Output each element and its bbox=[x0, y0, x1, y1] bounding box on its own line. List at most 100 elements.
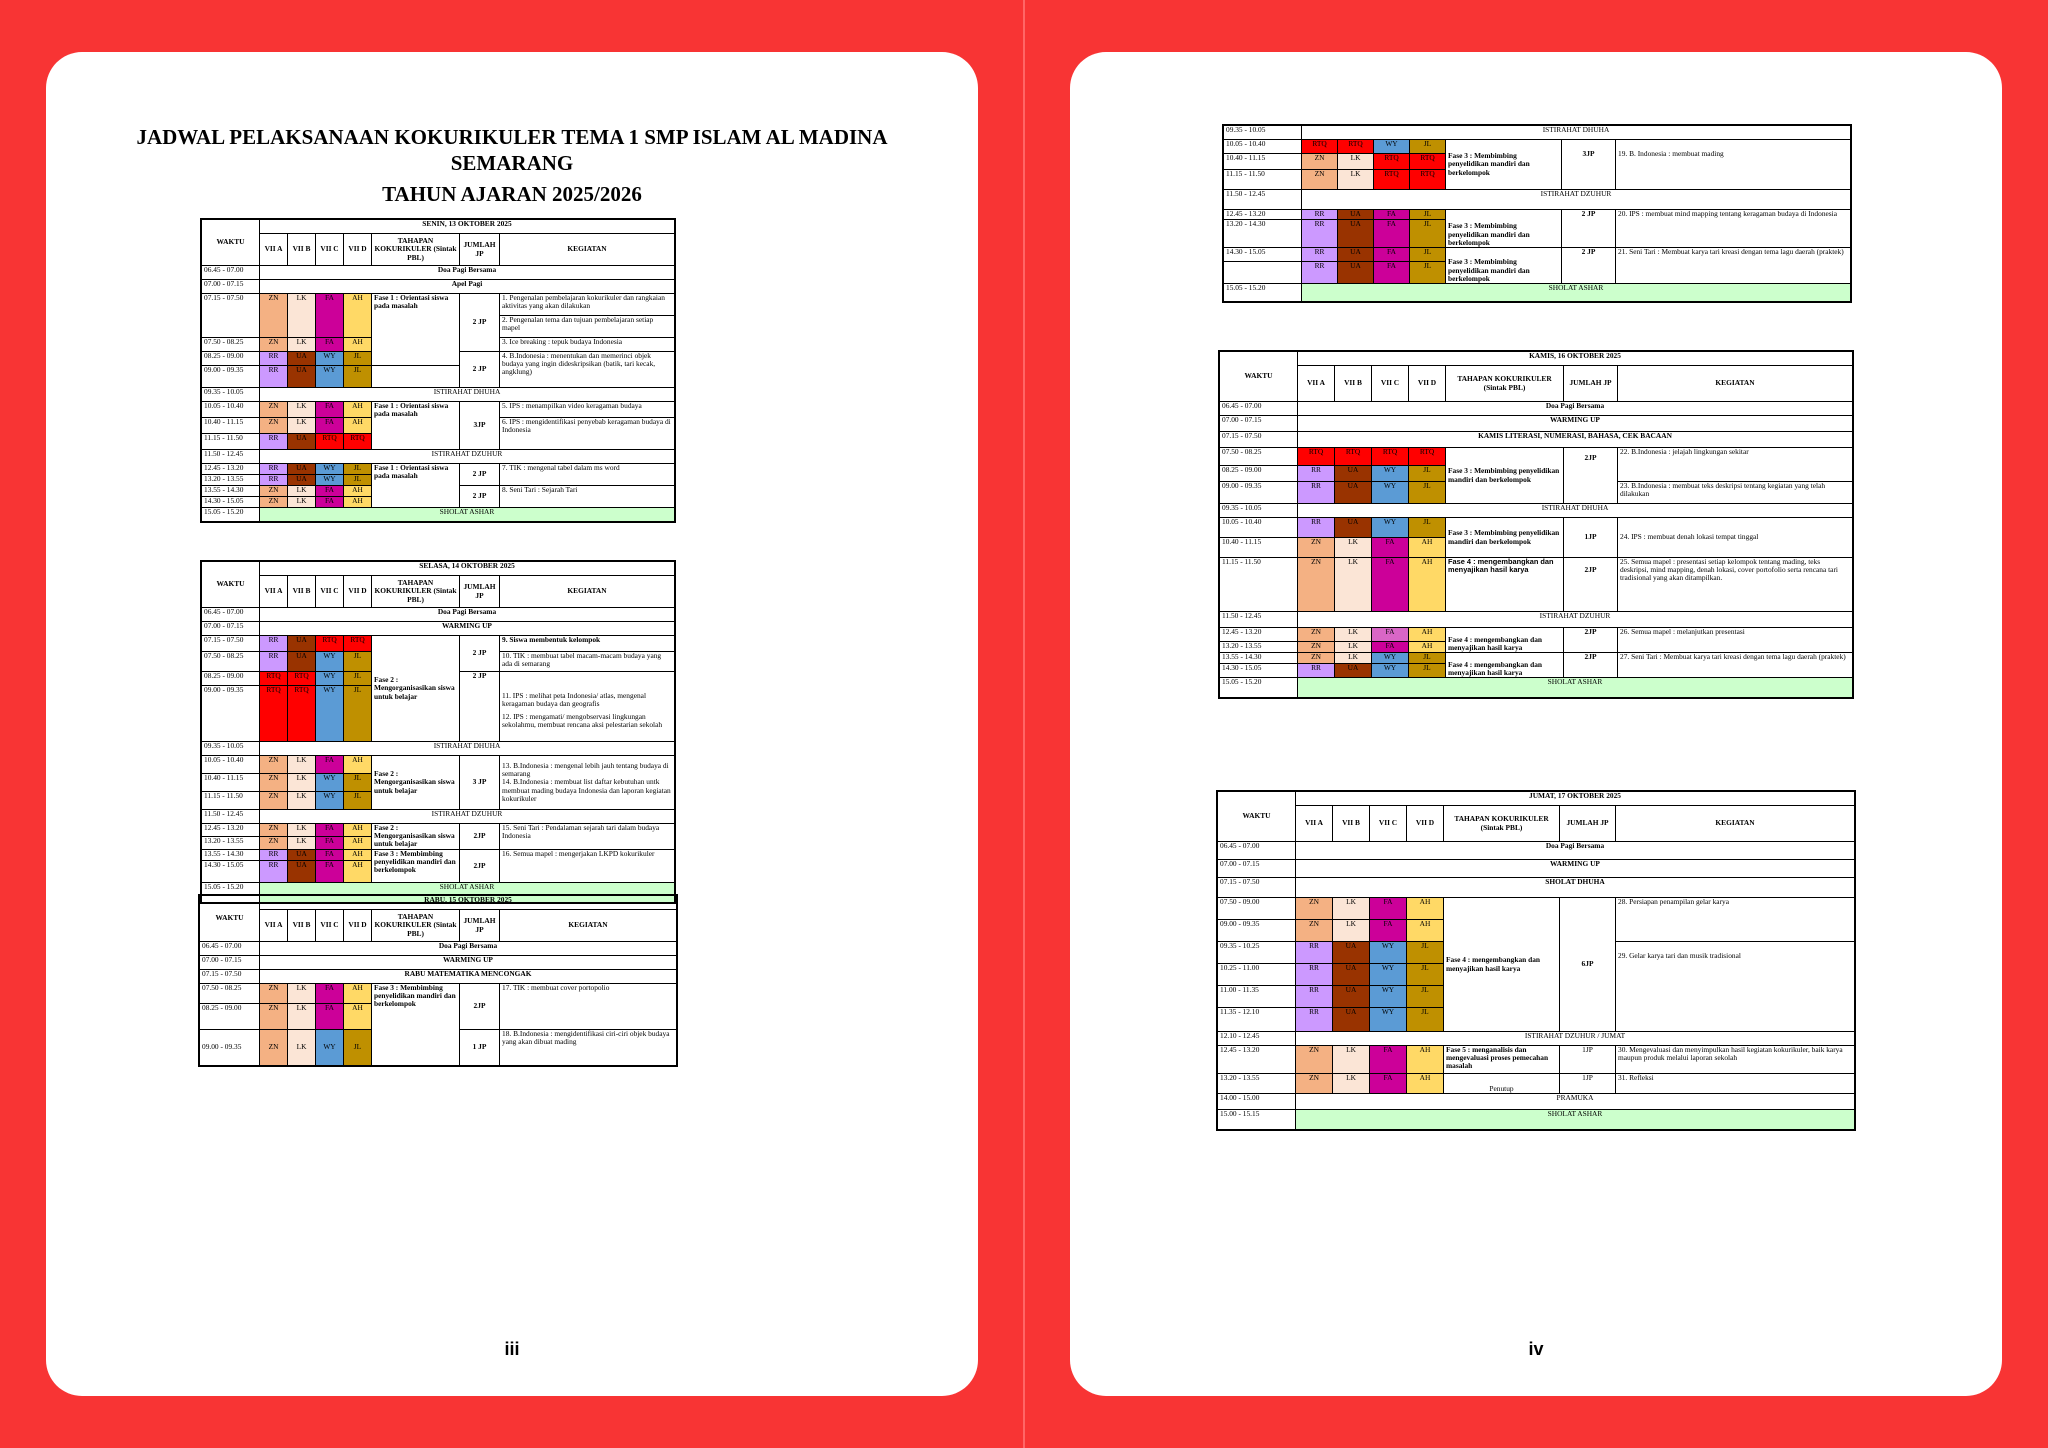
class-code: RTQ bbox=[1373, 169, 1410, 190]
class-code: JL bbox=[343, 685, 372, 742]
class-code: ZN bbox=[1301, 153, 1338, 170]
class-code: ZN bbox=[259, 983, 288, 1004]
header-jumlah: JUMLAH JP bbox=[1563, 365, 1618, 402]
document-page-right: 09.35 - 10.05 ISTIRAHAT DHUHA 10.05 - 10.… bbox=[1070, 52, 2002, 1396]
class-code: JL bbox=[343, 474, 372, 486]
header-class: VII A bbox=[259, 575, 288, 608]
document-page-left: JADWAL PELAKSANAAN KOKURIKULER TEMA 1 SM… bbox=[46, 52, 978, 1396]
class-code: FA bbox=[1369, 919, 1407, 942]
break-row: ISTIRAHAT DHUHA bbox=[259, 387, 675, 402]
class-code: UA bbox=[1334, 465, 1372, 482]
class-code: JL bbox=[1408, 481, 1446, 504]
class-code: UA bbox=[1334, 481, 1372, 504]
class-code: ZN bbox=[259, 823, 288, 837]
time-cell: 07.15 - 07.50 bbox=[201, 293, 260, 338]
class-code: AH bbox=[1406, 897, 1444, 920]
time-cell bbox=[1223, 261, 1302, 284]
time-cell: 13.55 - 14.30 bbox=[201, 848, 260, 861]
header-kegiatan: KEGIATAN bbox=[1615, 805, 1855, 842]
page-number: iii bbox=[504, 1339, 520, 1359]
time-cell: 12.45 - 13.20 bbox=[1223, 209, 1302, 220]
class-code: AH bbox=[343, 755, 372, 774]
class-code: JL bbox=[1406, 941, 1444, 964]
class-code: ZN bbox=[259, 1029, 288, 1066]
time-cell: 06.45 - 07.00 bbox=[199, 941, 260, 956]
jp-cell: 6JP bbox=[1559, 897, 1616, 1032]
time-cell: 14.30 - 15.05 bbox=[201, 859, 260, 883]
time-cell: 15.05 - 15.20 bbox=[201, 507, 260, 522]
kegiatan-cell: 20. IPS : membuat mind mapping tentang k… bbox=[1615, 209, 1851, 248]
class-code: LK bbox=[287, 1003, 316, 1030]
class-code: AH bbox=[343, 835, 372, 850]
class-code: LK bbox=[287, 337, 316, 352]
class-code: ZN bbox=[259, 417, 288, 434]
time-cell: 14.30 - 15.05 bbox=[1223, 247, 1302, 262]
class-code: UA bbox=[287, 635, 316, 652]
class-code: RR bbox=[259, 463, 288, 475]
jp-cell: 1JP bbox=[1559, 1045, 1616, 1074]
class-code: RR bbox=[259, 859, 288, 883]
time-cell: 07.15 - 07.50 bbox=[1217, 877, 1296, 898]
class-code: FA bbox=[1371, 627, 1409, 642]
class-code: FA bbox=[315, 401, 344, 418]
header-kegiatan: KEGIATAN bbox=[499, 575, 675, 608]
header-class: VII D bbox=[1408, 365, 1446, 402]
time-cell: 14.00 - 15.00 bbox=[1217, 1093, 1296, 1110]
header-tahapan: TAHAPAN KOKURIKULER (Sintak PBL) bbox=[371, 233, 460, 266]
class-code: RR bbox=[1297, 517, 1335, 538]
header-class: VII A bbox=[259, 233, 288, 266]
kegiatan-cell: 30. Mengevaluasi dan menyimpulkan hasil … bbox=[1615, 1045, 1855, 1074]
time-cell: 11.50 - 12.45 bbox=[201, 449, 260, 464]
header-class: VII A bbox=[259, 909, 288, 942]
tahapan-cell: Fase 3 : Membimbing penyelidikan mandiri… bbox=[371, 983, 460, 1066]
class-code: LK bbox=[1332, 897, 1370, 920]
class-code: RR bbox=[259, 474, 288, 486]
kegiatan-cell: 19. B. Indonesia : membuat mading bbox=[1615, 139, 1851, 190]
class-code: AH bbox=[343, 848, 372, 861]
class-code: FA bbox=[315, 417, 344, 434]
kegiatan-cell: 31. Refleksi bbox=[1615, 1073, 1855, 1094]
kegiatan-cell: 9. Siswa membentuk kelompok bbox=[499, 635, 675, 652]
class-code: WY bbox=[315, 365, 344, 388]
class-code: FA bbox=[1371, 641, 1409, 653]
tahapan-cell: Fase 4 : mengembangkan dan menyajikan ha… bbox=[1445, 652, 1564, 678]
time-cell: 12.45 - 13.20 bbox=[201, 823, 260, 837]
class-code: UA bbox=[1337, 247, 1374, 262]
time-cell: 11.50 - 12.45 bbox=[1223, 189, 1302, 210]
header-class: VII C bbox=[315, 233, 344, 266]
class-code: RR bbox=[1301, 209, 1338, 220]
class-code: ZN bbox=[259, 773, 288, 792]
header-kegiatan: KEGIATAN bbox=[1617, 365, 1853, 402]
class-code: RTQ bbox=[343, 433, 372, 450]
time-cell: 07.15 - 07.50 bbox=[201, 635, 260, 652]
class-code: JL bbox=[1409, 261, 1446, 284]
class-code: LK bbox=[1332, 1073, 1370, 1094]
kegiatan-cell: 8. Seni Tari : Sejarah Tari bbox=[499, 485, 675, 508]
class-code: FA bbox=[1373, 209, 1410, 220]
class-code: WY bbox=[1371, 517, 1409, 538]
class-code: ZN bbox=[259, 293, 288, 338]
time-cell: 12.45 - 13.20 bbox=[201, 463, 260, 475]
time-cell: 09.00 - 09.35 bbox=[1217, 919, 1296, 942]
class-code: LK bbox=[287, 293, 316, 338]
kegiatan-cell: 4. B.Indonesia : menentukan dan memerinc… bbox=[499, 351, 675, 388]
class-code: LK bbox=[1334, 557, 1372, 612]
class-code: UA bbox=[287, 848, 316, 861]
time-cell: 09.35 - 10.05 bbox=[1223, 125, 1302, 140]
ashar-row: SHOLAT ASHAR bbox=[1297, 677, 1853, 698]
class-code: ZN bbox=[259, 401, 288, 418]
time-cell: 10.40 - 11.15 bbox=[1219, 537, 1298, 558]
class-code: WY bbox=[315, 474, 344, 486]
class-code: FA bbox=[1373, 247, 1410, 262]
jp-cell: 2JP bbox=[459, 983, 500, 1030]
jp-cell: 2JP bbox=[459, 823, 500, 850]
class-code: RR bbox=[259, 848, 288, 861]
document-subtitle: TAHUN AJARAN 2025/2026 bbox=[382, 182, 642, 206]
header-waktu: WAKTU bbox=[199, 895, 260, 942]
class-code: FA bbox=[1371, 537, 1409, 558]
header-waktu: WAKTU bbox=[201, 561, 260, 608]
tahapan-cell: Fase 3 : Membimbing penyelidikan mandiri… bbox=[1445, 209, 1562, 248]
time-cell: 07.00 - 07.15 bbox=[199, 955, 260, 970]
time-cell: 10.05 - 10.40 bbox=[1223, 139, 1302, 154]
time-cell: 08.25 - 09.00 bbox=[1219, 465, 1298, 482]
